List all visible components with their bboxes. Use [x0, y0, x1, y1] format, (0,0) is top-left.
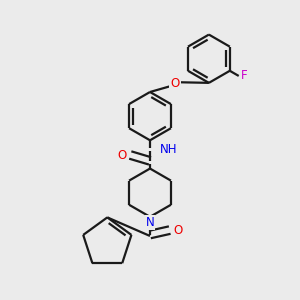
Text: O: O [117, 148, 127, 161]
Text: N: N [146, 216, 154, 229]
Text: O: O [170, 77, 180, 90]
Text: O: O [173, 224, 183, 237]
Text: NH: NH [160, 142, 178, 156]
Text: F: F [241, 69, 247, 82]
